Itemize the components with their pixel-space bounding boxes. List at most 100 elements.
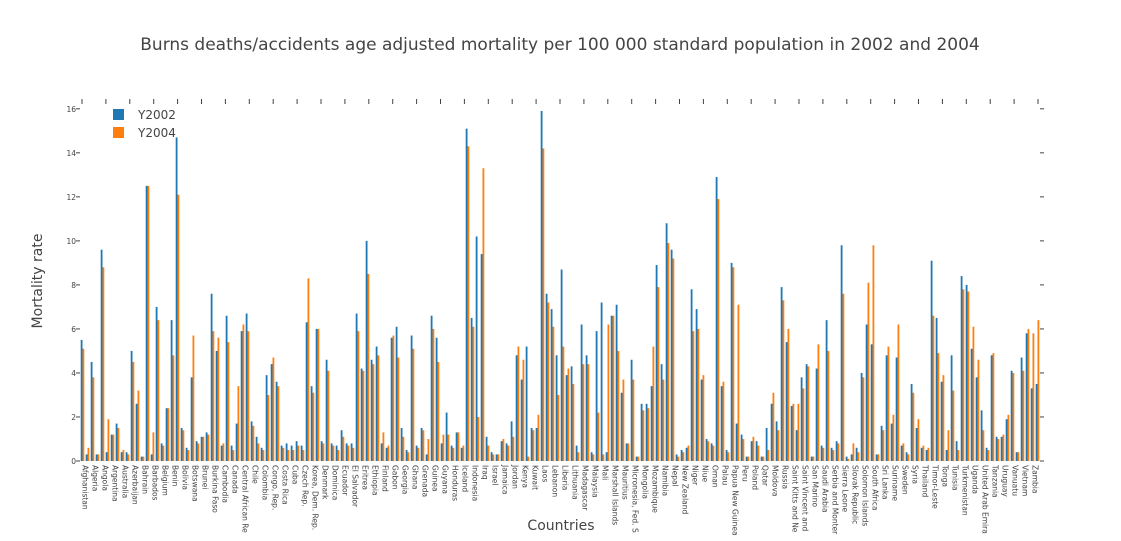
bar-y2002: [85, 454, 88, 461]
bar-y2004: [717, 199, 720, 462]
bar-y2004: [932, 315, 935, 461]
bar-y2004: [137, 390, 140, 461]
bar-y2004: [432, 328, 435, 461]
bar-y2004: [737, 304, 740, 461]
bar-y2004: [537, 414, 540, 461]
bar-y2004: [592, 454, 595, 461]
bar-y2004: [222, 443, 225, 461]
bar-y2004: [612, 315, 615, 461]
x-tick-label: Syria: [911, 465, 920, 484]
bar-y2004: [762, 456, 765, 461]
bar-y2004: [557, 394, 560, 461]
x-tick-label: New Zealand: [681, 465, 690, 515]
bar-y2002: [1030, 388, 1033, 461]
bar-y2002: [480, 254, 483, 461]
bar-y2004: [747, 456, 750, 461]
bar-y2004: [262, 449, 265, 461]
y-tick-label: 6: [71, 325, 76, 334]
bar-y2004: [292, 449, 295, 461]
bar-y2002: [895, 357, 898, 461]
x-tick-label: Nepal: [671, 465, 680, 487]
bar-y2004: [412, 348, 415, 461]
x-tick-label: Brunei: [201, 465, 210, 489]
bar-y2004: [822, 447, 825, 461]
x-tick-label: United Arab Emira: [981, 465, 990, 534]
bar-y2002: [455, 432, 458, 461]
bar-y2002: [660, 364, 663, 461]
bar-y2004: [957, 449, 960, 461]
bar-y2002: [300, 445, 303, 461]
bar-y2004: [502, 438, 505, 461]
bar-y2004: [902, 443, 905, 461]
bar-y2004: [157, 320, 160, 461]
bar-y2002: [415, 445, 418, 461]
bar-y2002: [290, 445, 293, 461]
bar-y2004: [952, 390, 955, 461]
bar-y2002: [195, 441, 198, 461]
x-tick-label: Poland: [751, 465, 760, 490]
x-tick-label: El Salvador: [351, 465, 360, 508]
bar-y2004: [302, 449, 305, 461]
bar-y2002: [360, 368, 363, 461]
bar-y2004: [162, 445, 165, 461]
x-tick-label: Palau: [721, 465, 730, 485]
bar-y2004: [407, 452, 410, 461]
bar-y2004: [602, 454, 605, 461]
bar-y2002: [225, 315, 228, 461]
bar-y2004: [172, 355, 175, 461]
bar-y2004: [327, 370, 330, 461]
bar-y2004: [337, 449, 340, 461]
bar-y2004: [402, 436, 405, 461]
x-tick-label: Denmark: [321, 465, 330, 500]
bar-y2002: [550, 309, 553, 461]
x-tick-label: Grenada: [421, 465, 430, 497]
bar-y2004: [87, 447, 90, 461]
y-tick-label: 10: [66, 237, 76, 246]
bar-y2002: [680, 449, 683, 461]
bar-y2002: [330, 443, 333, 461]
bar-y2004: [907, 454, 910, 461]
bar-y2002: [240, 331, 243, 461]
bar-y2004: [217, 337, 220, 461]
bar-y2004: [772, 392, 775, 461]
bar-y2004: [142, 456, 145, 461]
bar-y2002: [950, 355, 953, 461]
y-tick-label: 4: [71, 369, 76, 378]
bar-y2002: [810, 456, 813, 461]
x-tick-label: Saint Vincent and: [801, 465, 810, 531]
x-tick-label: Serbia and Monter: [831, 465, 840, 535]
bar-y2002: [210, 293, 213, 461]
bar-y2004: [927, 447, 930, 461]
bar-y2002: [545, 293, 548, 461]
bar-y2002: [825, 320, 828, 461]
bar-y2004: [197, 443, 200, 461]
bar-y2004: [797, 403, 800, 461]
bar-y2002: [930, 260, 933, 461]
bar-y2002: [420, 427, 423, 461]
bar-y2002: [520, 379, 523, 461]
bar-y2004: [792, 403, 795, 461]
bar-y2004: [1017, 452, 1020, 461]
x-tick-label: Zambia: [1031, 465, 1040, 493]
bar-y2004: [917, 419, 920, 461]
bar-y2004: [257, 443, 260, 461]
bar-y2004: [297, 445, 300, 461]
bar-y2004: [332, 445, 335, 461]
bar-y2004: [782, 300, 785, 461]
bar-y2004: [427, 438, 430, 461]
bar-y2002: [745, 456, 748, 461]
bar-y2002: [910, 383, 913, 461]
bar-y2002: [720, 386, 723, 461]
bar-y2002: [935, 317, 938, 461]
bar-y2002: [405, 449, 408, 461]
bar-y2004: [422, 430, 425, 461]
x-tick-label: Cuba: [291, 465, 300, 484]
bar-y2002: [610, 315, 613, 461]
x-tick-label: Botswana: [191, 465, 200, 502]
bar-y2004: [382, 432, 385, 461]
bar-y2004: [102, 267, 105, 461]
bar-y2004: [107, 419, 110, 461]
bar-y2002: [775, 421, 778, 461]
x-tick-label: Canada: [231, 465, 240, 494]
bar-y2002: [400, 427, 403, 461]
